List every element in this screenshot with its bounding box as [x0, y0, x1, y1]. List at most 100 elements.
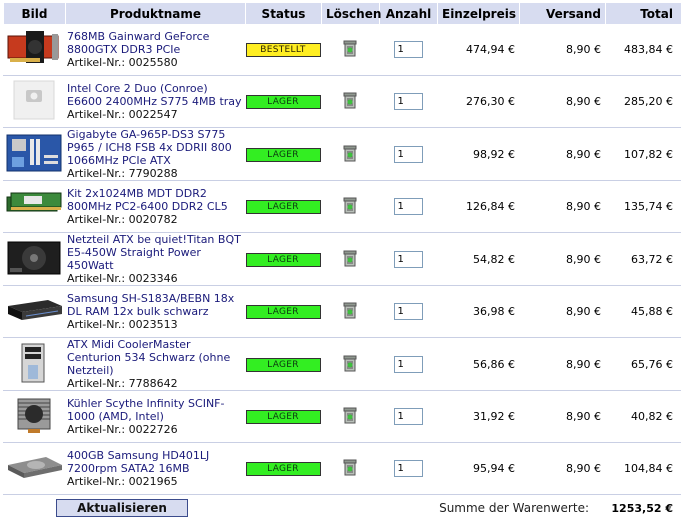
graphics-card-icon[interactable] [4, 28, 64, 68]
delete-cell [321, 76, 379, 128]
row-total: 104,84 € [605, 443, 681, 495]
status-badge: LAGER [245, 95, 321, 109]
product-name[interactable]: Kit 2x1024MB MDT DDR2 800MHz PC2-6400 DD… [67, 187, 228, 213]
header-total: Total [605, 3, 681, 24]
update-button[interactable]: Aktualisieren [56, 499, 188, 517]
article-number: Artikel-Nr.: 0020782 [67, 213, 178, 226]
shipping-cost: 8,90 € [519, 443, 605, 495]
product-name[interactable]: Samsung SH-S183A/BEBN 18x DL RAM 12x bul… [67, 292, 235, 318]
quantity-input[interactable] [393, 460, 423, 477]
ram-module-icon[interactable] [4, 185, 64, 225]
product-info: 768MB Gainward GeForce 8800GTX DDR3 PCIe… [65, 24, 245, 76]
product-image-cell [3, 286, 65, 338]
article-number: Artikel-Nr.: 7790288 [67, 167, 178, 180]
trash-icon[interactable] [342, 458, 358, 479]
unit-price: 474,94 € [437, 24, 519, 76]
quantity-cell [379, 286, 437, 338]
product-info: 400GB Samsung HD401LJ 7200rpm SATA2 16MB… [65, 443, 245, 495]
status-badge: LAGER [245, 252, 321, 267]
unit-price: 56,86 € [437, 338, 519, 391]
trash-icon[interactable] [342, 196, 358, 217]
row-total: 45,88 € [605, 286, 681, 338]
shipping-cost: 8,90 € [519, 286, 605, 338]
quantity-cell [379, 233, 437, 286]
footer-actions: Aktualisieren [3, 495, 321, 521]
trash-icon[interactable] [342, 144, 358, 165]
status-badge: BESTELLT [245, 43, 321, 57]
delete-cell [321, 128, 379, 181]
shipping-cost: 8,90 € [519, 76, 605, 128]
trash-icon[interactable] [342, 91, 358, 112]
header-image: Bild [3, 3, 65, 24]
product-name[interactable]: Netzteil ATX be quiet!Titan BQT E5-450W … [67, 233, 241, 272]
shipping-cost: 8,90 € [519, 233, 605, 286]
cart-row: Kit 2x1024MB MDT DDR2 800MHz PC2-6400 DD… [3, 181, 681, 233]
row-total: 483,84 € [605, 24, 681, 76]
cart-row: 768MB Gainward GeForce 8800GTX DDR3 PCIe… [3, 24, 681, 76]
dvd-drive-icon[interactable] [4, 290, 64, 330]
product-info: ATX Midi CoolerMaster Centurion 534 Schw… [65, 338, 245, 391]
status-badge: LAGER [245, 357, 321, 372]
quantity-input[interactable] [393, 145, 423, 163]
header-status: Status [245, 3, 321, 24]
cart-row: Samsung SH-S183A/BEBN 18x DL RAM 12x bul… [3, 286, 681, 338]
cpu-cooler-icon[interactable] [4, 395, 64, 435]
product-name[interactable]: Kühler Scythe Infinity SCINF-1000 (AMD, … [67, 397, 225, 423]
row-total: 65,76 € [605, 338, 681, 391]
unit-price: 54,82 € [437, 233, 519, 286]
article-number: Artikel-Nr.: 0021965 [67, 475, 178, 488]
row-total: 107,82 € [605, 128, 681, 181]
trash-icon[interactable] [342, 249, 358, 270]
article-number: Artikel-Nr.: 0022726 [67, 423, 178, 436]
product-name[interactable]: Intel Core 2 Duo (Conroe) E6600 2400MHz … [67, 82, 242, 108]
product-name[interactable]: 400GB Samsung HD401LJ 7200rpm SATA2 16MB [67, 449, 210, 475]
quantity-input[interactable] [393, 198, 423, 215]
no-image-placeholder-icon[interactable] [4, 80, 64, 120]
unit-price: 126,84 € [437, 181, 519, 233]
header-delete: Löschen [321, 3, 381, 24]
quantity-cell [379, 76, 437, 128]
product-info: Kit 2x1024MB MDT DDR2 800MHz PC2-6400 DD… [65, 181, 245, 233]
trash-icon[interactable] [342, 406, 358, 427]
status-cell: LAGER [245, 181, 321, 233]
hard-drive-icon[interactable] [4, 447, 64, 487]
row-total: 63,72 € [605, 233, 681, 286]
status-badge: LAGER [245, 200, 321, 214]
motherboard-icon[interactable] [4, 133, 64, 173]
cart-row: Netzteil ATX be quiet!Titan BQT E5-450W … [3, 233, 681, 286]
product-name[interactable]: 768MB Gainward GeForce 8800GTX DDR3 PCIe [67, 30, 210, 56]
quantity-input[interactable] [393, 303, 423, 320]
shipping-cost: 8,90 € [519, 181, 605, 233]
status-cell: LAGER [245, 391, 321, 443]
product-name[interactable]: ATX Midi CoolerMaster Centurion 534 Schw… [67, 338, 231, 377]
shipping-cost: 8,90 € [519, 338, 605, 391]
delete-cell [321, 443, 379, 495]
sum-value: 1253,52 € [611, 501, 673, 515]
delete-cell [321, 24, 379, 76]
shipping-cost: 8,90 € [519, 391, 605, 443]
product-info: Intel Core 2 Duo (Conroe) E6600 2400MHz … [65, 76, 245, 128]
power-supply-icon[interactable] [4, 238, 64, 278]
quantity-cell [379, 338, 437, 391]
quantity-input[interactable] [393, 41, 423, 58]
header-shipping: Versand [519, 3, 605, 24]
product-info: Netzteil ATX be quiet!Titan BQT E5-450W … [65, 233, 245, 286]
trash-icon[interactable] [342, 354, 358, 375]
product-info: Gigabyte GA-965P-DS3 S775 P965 / ICH8 FS… [65, 128, 245, 181]
status-cell: LAGER [245, 286, 321, 338]
status-cell: LAGER [245, 76, 321, 128]
article-number: Artikel-Nr.: 7788642 [67, 377, 178, 390]
product-image-cell [3, 76, 65, 128]
quantity-input[interactable] [393, 408, 423, 425]
trash-icon[interactable] [342, 301, 358, 322]
product-name[interactable]: Gigabyte GA-965P-DS3 S775 P965 / ICH8 FS… [67, 128, 232, 167]
quantity-input[interactable] [393, 93, 423, 110]
product-image-cell [3, 233, 65, 286]
pc-case-icon[interactable] [4, 343, 64, 383]
header-row: Bild Produktname Status Löschen Anzahl E… [3, 3, 681, 24]
delete-cell [321, 338, 379, 391]
quantity-input[interactable] [393, 355, 423, 373]
trash-icon[interactable] [342, 39, 358, 60]
quantity-input[interactable] [393, 250, 423, 268]
unit-price: 95,94 € [437, 443, 519, 495]
